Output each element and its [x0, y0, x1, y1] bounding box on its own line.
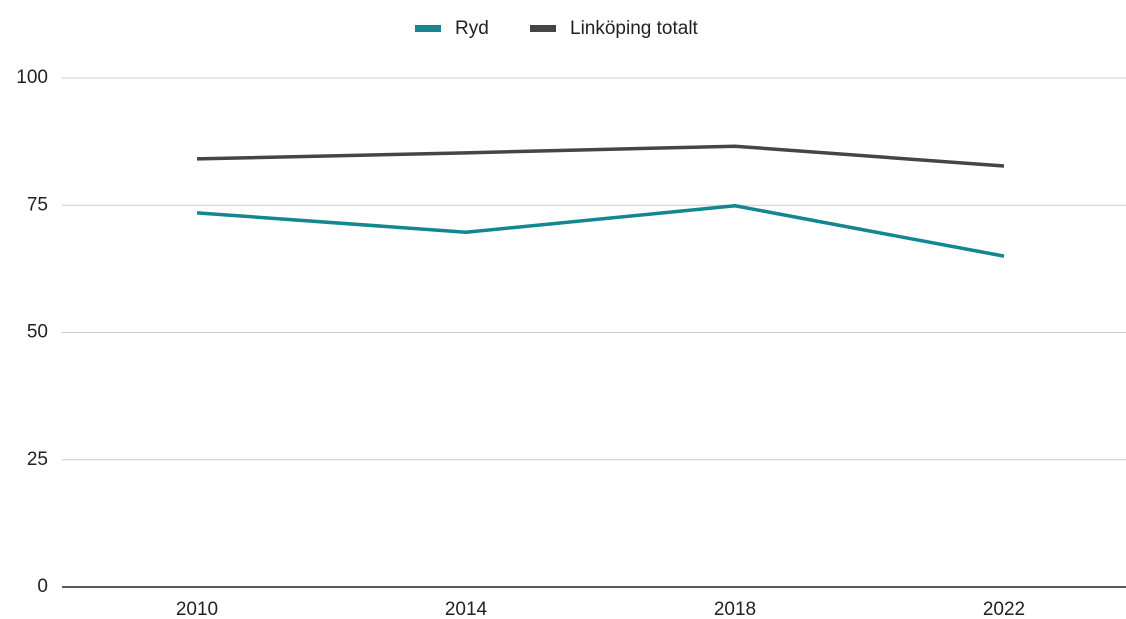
x-tick-label: 2022	[983, 599, 1025, 619]
y-tick-label: 50	[27, 322, 48, 343]
legend-label: Linköping totalt	[570, 18, 699, 39]
x-tick-label: 2014	[445, 599, 488, 619]
y-tick-label: 0	[37, 576, 48, 597]
y-tick-label: 100	[16, 67, 48, 88]
x-tick-label: 2018	[714, 599, 756, 619]
line-series	[196, 204, 1005, 258]
y-tick-label: 75	[27, 194, 48, 215]
legend-swatch	[530, 25, 556, 32]
legend-swatch	[415, 25, 441, 32]
line-series	[196, 144, 1005, 168]
y-tick-label: 25	[27, 449, 48, 470]
legend-label: Ryd	[455, 18, 489, 39]
x-tick-label: 2010	[176, 599, 218, 619]
